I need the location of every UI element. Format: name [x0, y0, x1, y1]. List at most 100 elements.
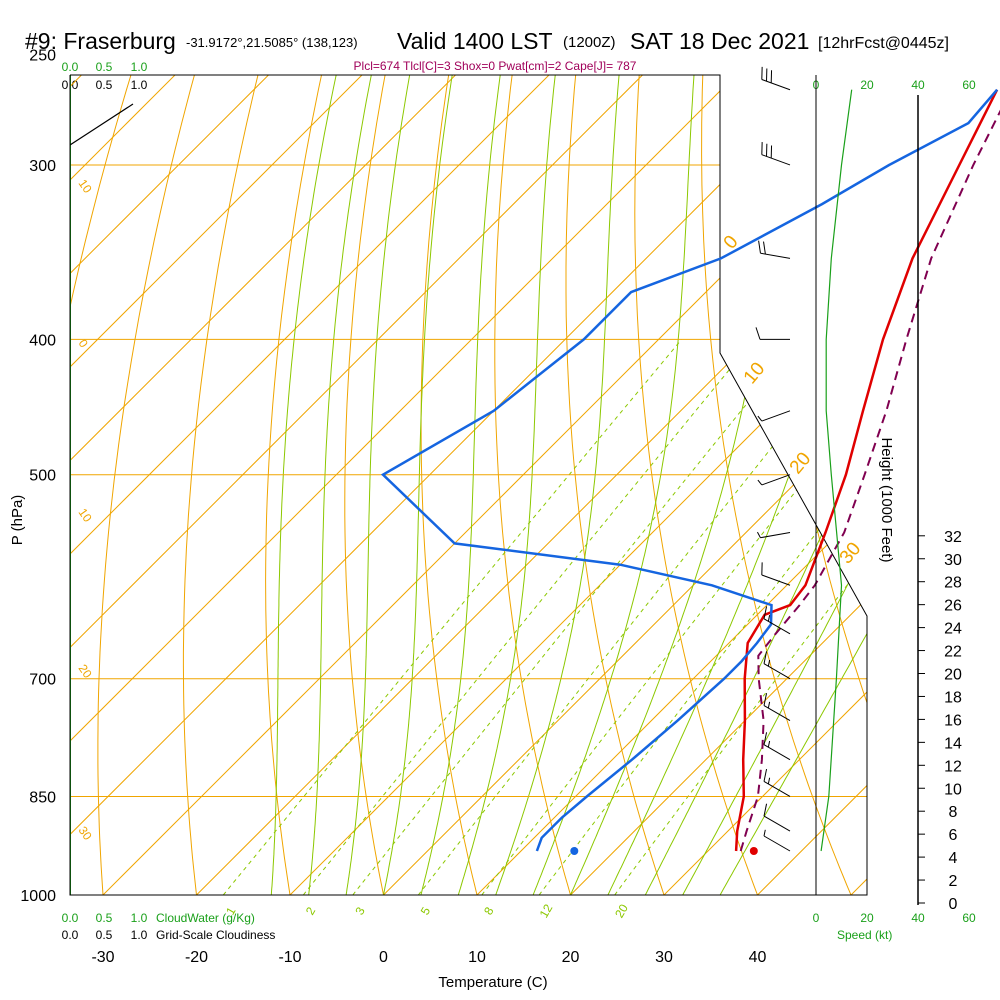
isotherm-line — [70, 75, 477, 895]
thetae-label: 20 — [786, 449, 816, 479]
mixing-labels: 1 2 3 5 8 12 20 — [223, 901, 631, 920]
wind-barb-flag — [763, 241, 766, 255]
temperature-trace — [734, 89, 999, 852]
wind-barb-half-flag — [757, 531, 761, 538]
speed-tick: 40 — [911, 78, 925, 92]
surface-dewpoint-marker — [570, 846, 579, 855]
temperature-tick: 0 — [379, 949, 388, 966]
wind-barb — [755, 327, 790, 340]
moist-adiabat — [495, 75, 622, 895]
height-tick-label: 24 — [944, 621, 962, 638]
parcel-trace — [739, 109, 1000, 852]
mixing-ratio-label: 3 — [352, 904, 368, 917]
thetae-label: 10 — [740, 359, 770, 389]
mixing-ratio-label: 2 — [303, 904, 319, 917]
moist-adiabat — [682, 75, 867, 895]
profiles — [380, 88, 1000, 855]
wind-barb-flag — [763, 693, 768, 706]
height-tick-label: 32 — [944, 529, 962, 546]
height-tick-label: 2 — [949, 873, 958, 890]
dry-adiabat — [634, 75, 758, 895]
temperature-tick: 40 — [749, 949, 767, 966]
cloudiness-profile — [70, 103, 134, 146]
temperature-tick: 10 — [468, 949, 486, 966]
wind-barb — [758, 240, 791, 259]
wind-barb-half-flag — [767, 659, 771, 667]
wind-barb — [761, 562, 791, 586]
height-tick-label: 20 — [944, 667, 962, 684]
station-coords: -31.9172°,21.5085° (138,123) — [186, 35, 358, 50]
speed-tick: 0 — [813, 911, 820, 925]
temperature-tick: -30 — [91, 949, 114, 966]
isotherm-line — [0, 54, 9, 895]
temperature-tick: 20 — [562, 949, 580, 966]
cloudiness-tick: 1.0 — [131, 78, 148, 92]
height-axis-label: Height (1000 Feet) — [878, 437, 895, 562]
pressure-tick: 250 — [29, 47, 56, 64]
pressure-ticks: 250 300 400 500 700 850 1000 — [20, 47, 56, 905]
height-tick-label: 18 — [944, 689, 962, 706]
cloud-water-tick: 0.0 — [62, 911, 79, 925]
theta-label: 20 — [76, 662, 95, 681]
valid-date: SAT 18 Dec 2021 — [630, 28, 809, 54]
valid-time: Valid 1400 LST — [397, 28, 553, 54]
mixing-ratio-line — [302, 339, 755, 895]
wind-barb — [757, 474, 791, 486]
thetae-label: 30 — [836, 539, 866, 569]
wind-speed-profile — [820, 89, 853, 852]
height-tick-label: 4 — [949, 850, 958, 867]
wind-barbs — [755, 66, 791, 852]
dry-adiabat — [265, 75, 327, 895]
isobars — [70, 164, 867, 895]
cloud-scale-top: 0.0 0.5 1.0 0.0 0.5 1.0 — [62, 60, 148, 92]
wind-barb — [761, 142, 791, 166]
cloudiness-tick: 1.0 — [131, 928, 148, 942]
wind-barb-flag — [758, 240, 761, 254]
speed-tick: 40 — [911, 911, 925, 925]
height-tick-label: 8 — [949, 804, 958, 821]
pressure-tick: 1000 — [20, 888, 56, 905]
moist-adiabat — [719, 75, 867, 895]
wind-barb-half-flag — [757, 479, 763, 486]
pressure-tick: 700 — [29, 672, 56, 689]
dry-adiabat — [182, 75, 264, 895]
moist-adiabat — [308, 75, 376, 895]
mixing-ratio-label: 20 — [612, 901, 631, 920]
temperature-ticks: -30 -20 -10 0 10 20 30 40 — [91, 949, 766, 966]
moist-adiabat — [270, 75, 342, 895]
dewpoint-trace — [380, 88, 999, 852]
pressure-tick: 400 — [29, 332, 56, 349]
wind-barb — [763, 693, 791, 721]
dry-adiabat — [494, 75, 571, 895]
speed-scale-bottom: 0 20 40 60 Speed (kt) — [813, 911, 976, 942]
dry-adiabat — [70, 75, 138, 895]
dry-adiabat — [701, 75, 852, 895]
temperature-tick: 30 — [655, 949, 673, 966]
moist-adiabat — [383, 75, 456, 895]
temperature-tick: -10 — [278, 949, 301, 966]
moist-adiabat — [644, 75, 867, 895]
mixing-ratio-label: 12 — [537, 901, 556, 920]
height-tick-label: 14 — [944, 735, 962, 752]
wind-barb-flag — [763, 768, 768, 782]
isotherm-line — [663, 75, 867, 895]
moist-adiabat — [420, 75, 504, 895]
speed-label: Speed (kt) — [837, 928, 892, 942]
isotherm-line — [850, 75, 867, 895]
mixing-ratio-label: 5 — [418, 904, 434, 917]
wind-barb — [763, 732, 791, 761]
wind-barb-flag — [763, 606, 768, 619]
theta-label: 10 — [76, 177, 95, 196]
mixing-ratio-label: 8 — [481, 904, 497, 917]
temperature-axis-label: Temperature (C) — [438, 974, 547, 991]
forecast-info: [12hrFcst@0445z] — [818, 35, 949, 52]
height-tick-label: 6 — [949, 827, 958, 844]
wind-barb — [763, 803, 791, 832]
mixing-ratio-lines — [222, 339, 867, 895]
temperature-tick: -20 — [185, 949, 208, 966]
height-tick-label: 26 — [944, 598, 962, 615]
